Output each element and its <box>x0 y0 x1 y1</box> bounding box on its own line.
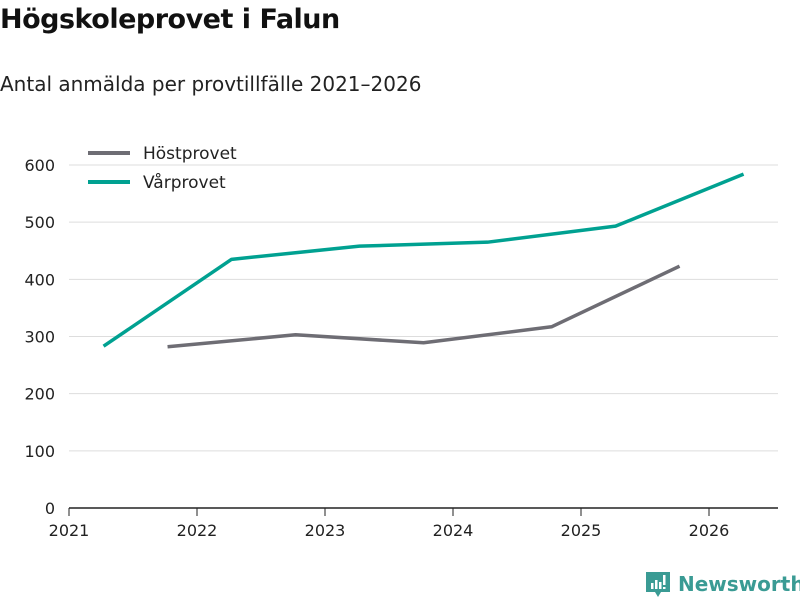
chart-title: Högskoleprovet i Falun <box>0 4 340 35</box>
y-tick-label: 400 <box>24 270 55 289</box>
legend-label: Höstprovet <box>143 144 237 164</box>
series-line-vårprovet <box>102 172 745 348</box>
y-tick-label: 500 <box>24 213 55 232</box>
y-tick-label: 100 <box>24 442 55 461</box>
y-tick-label: 200 <box>24 385 55 404</box>
x-tick-label: 2025 <box>561 521 602 540</box>
y-tick-label: 300 <box>24 328 55 347</box>
logo-icon <box>646 572 670 597</box>
y-tick-label: 0 <box>45 499 55 518</box>
x-tick-label: 2022 <box>177 521 218 540</box>
x-tick-label: 2021 <box>49 521 90 540</box>
chart-subtitle: Antal anmälda per provtillfälle 2021–202… <box>0 72 422 96</box>
legend-label: Vårprovet <box>143 172 226 193</box>
newsworthy-logo: Newsworthy <box>646 570 800 598</box>
x-tick-label: 2026 <box>689 521 730 540</box>
x-tick-label: 2024 <box>433 521 474 540</box>
x-tick-label: 2023 <box>305 521 346 540</box>
brand-name: Newsworthy <box>678 572 800 596</box>
y-tick-label: 600 <box>24 156 55 175</box>
series-line-höstprovet <box>167 264 681 349</box>
